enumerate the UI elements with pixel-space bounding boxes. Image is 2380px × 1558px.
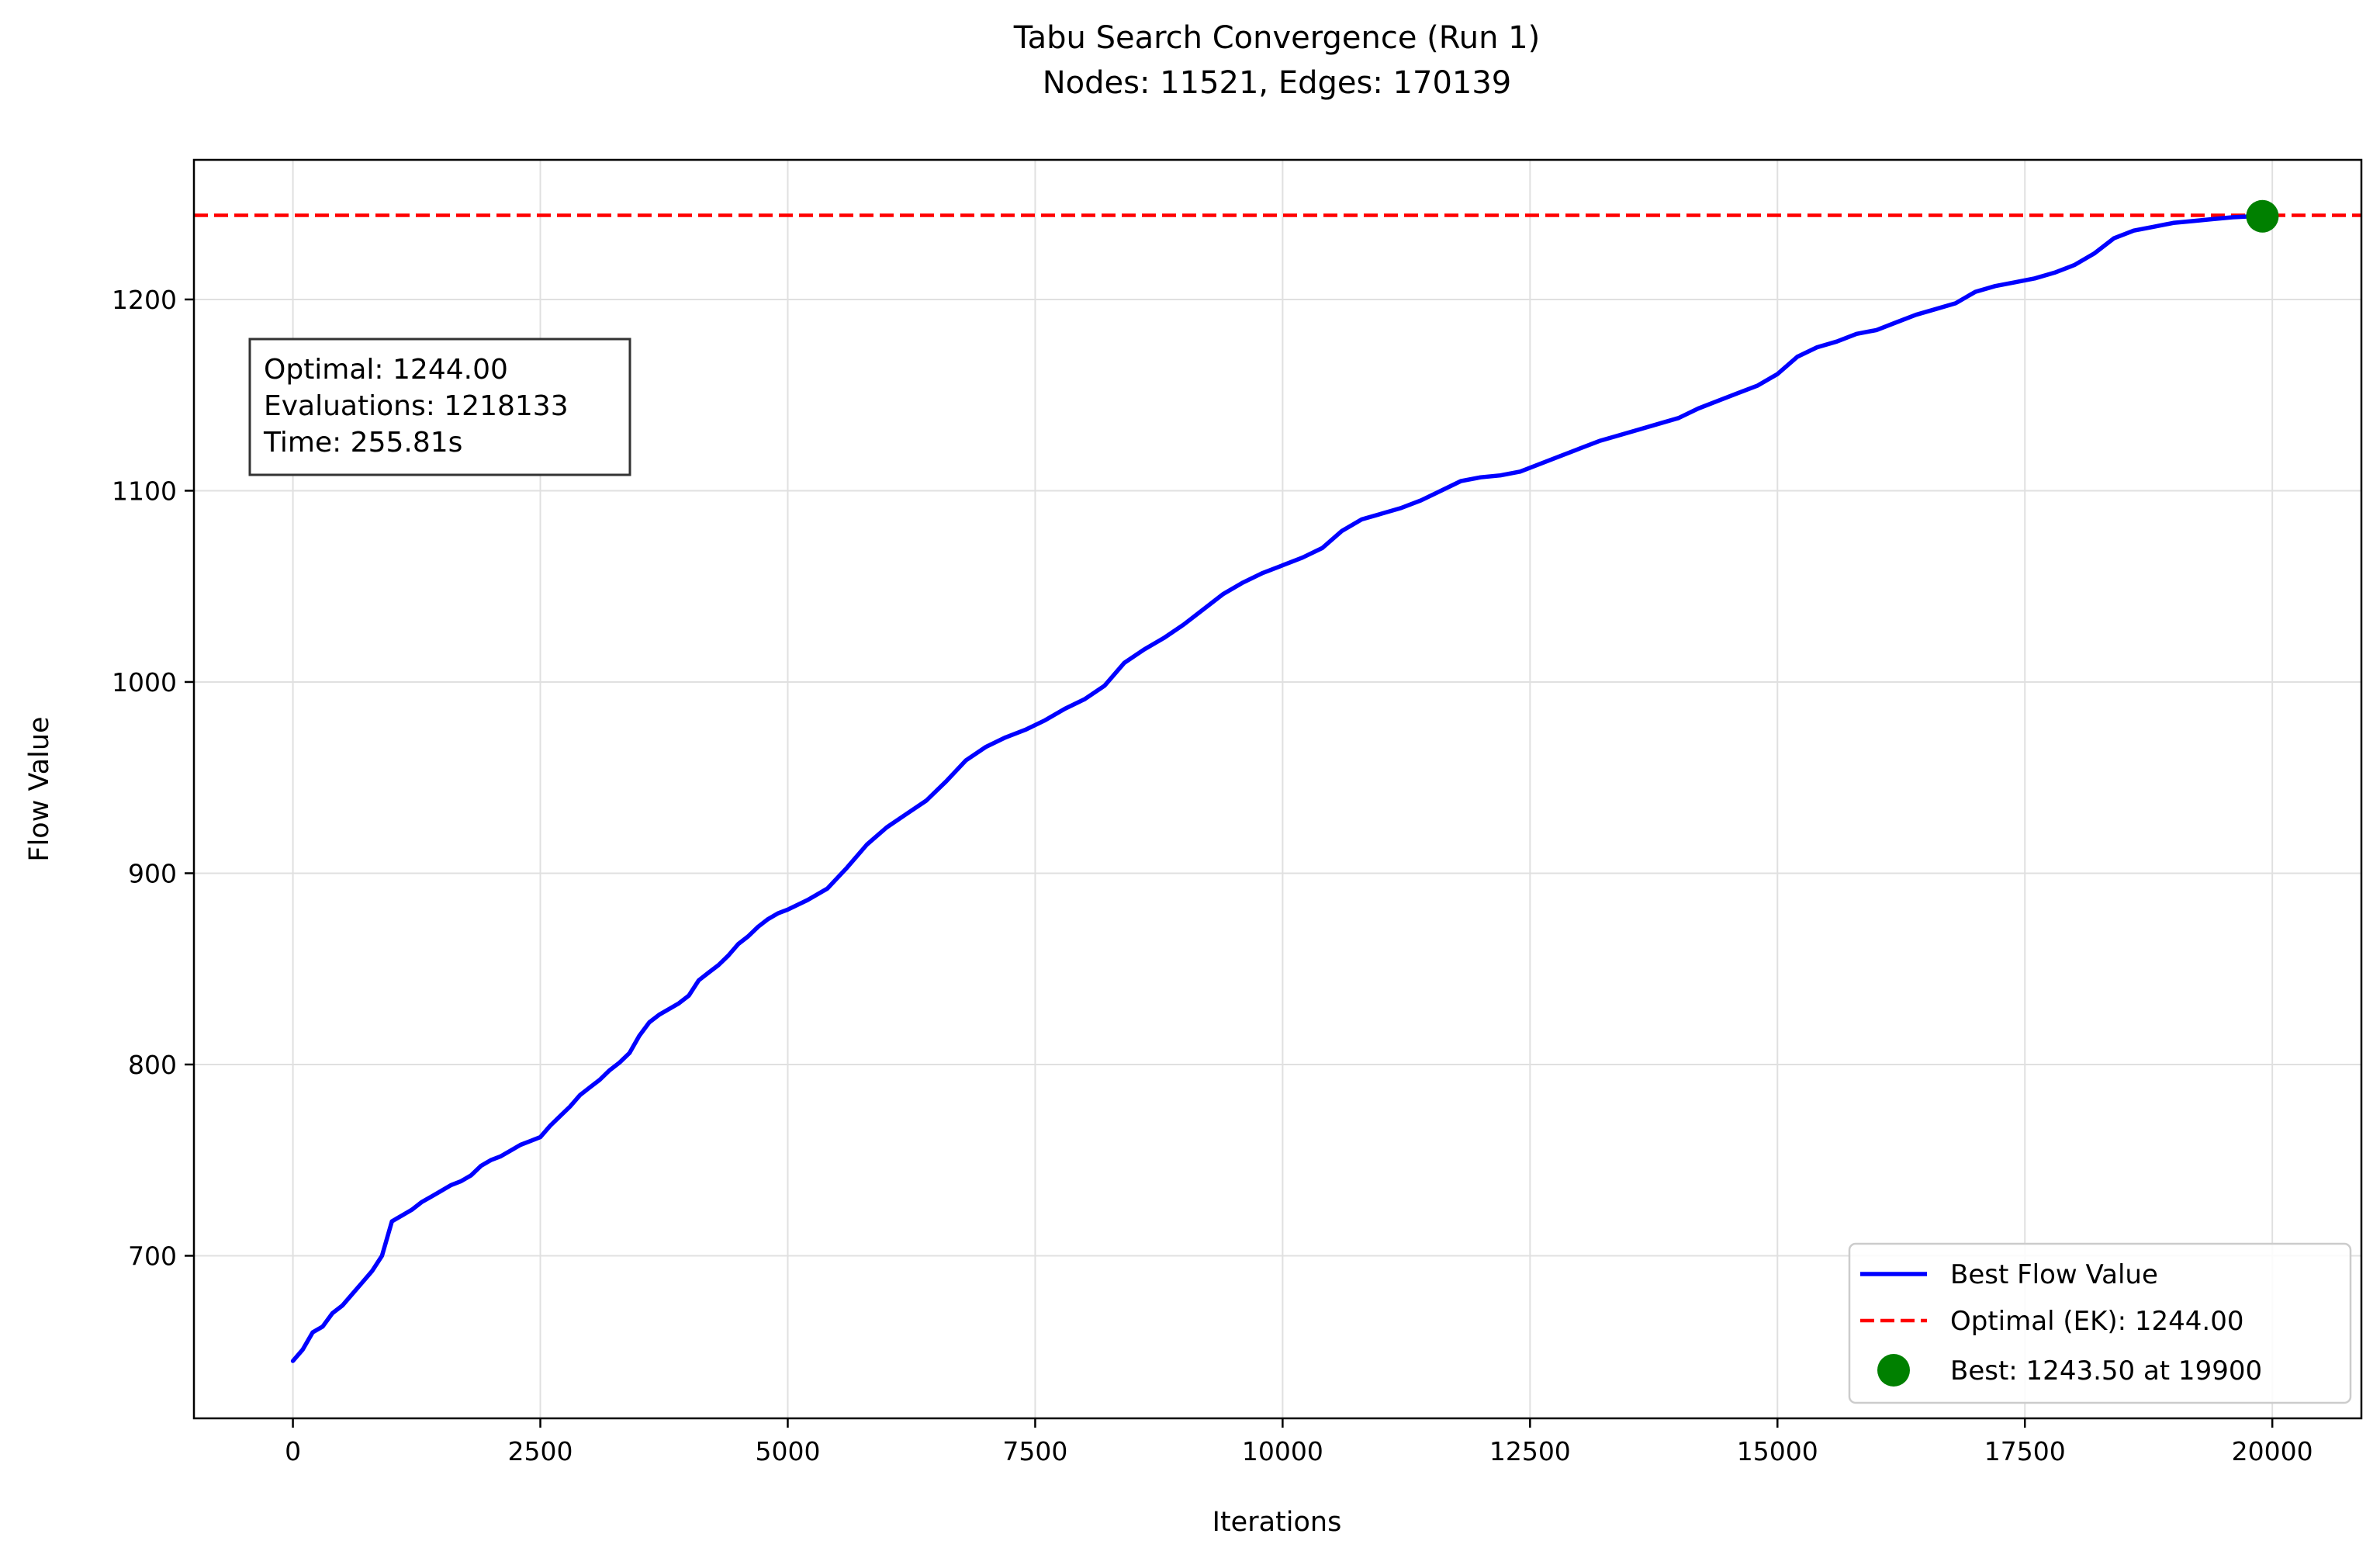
x-tick-label: 7500 [1002,1436,1067,1466]
x-tick-label: 10000 [1242,1436,1323,1466]
y-axis-ticks: 700 800 900 1000 1100 1200 [112,285,194,1271]
legend-frame [1848,1242,2352,1404]
x-tick-label: 2500 [508,1436,573,1466]
y-axis-label: Flow Value [24,716,55,861]
x-tick-label: 17500 [1984,1436,2066,1466]
plot-frame [192,158,2363,1420]
info-evaluations: Evaluations: 1218133 [264,390,569,422]
x-tick-label: 15000 [1737,1436,1818,1466]
y-tick-label: 1100 [112,476,177,506]
x-tick-label: 12500 [1489,1436,1571,1466]
best-flow-series-line [290,213,2265,1363]
best-point-markers [2246,199,2279,233]
x-tick-label: 20000 [2232,1436,2313,1466]
legend: Best Flow Value Optimal (EK): 1244.00 Be… [1848,1242,2352,1404]
legend-label-best-point: Best: 1243.50 at 19900 [1950,1355,2262,1387]
y-tick-label: 800 [128,1050,177,1080]
info-optimal: Optimal: 1244.00 [264,354,508,386]
legend-label-optimal: Optimal (EK): 1244.00 [1950,1306,2244,1337]
x-axis-label: Iterations [1212,1507,1342,1538]
best-point-marker [2246,199,2279,233]
info-time: Time: 255.81s [263,427,462,459]
legend-swatch-best-point [1877,1354,1910,1387]
y-tick-label: 700 [128,1241,177,1271]
legend-label-best-flow: Best Flow Value [1950,1259,2158,1290]
x-tick-label: 0 [285,1436,301,1466]
x-tick-label: 5000 [755,1436,820,1466]
y-tick-label: 900 [128,858,177,888]
grid [194,160,2361,1418]
y-tick-label: 1000 [112,667,177,698]
x-axis-ticks: 0 2500 5000 7500 10000 12500 15000 17500 20000 [285,1418,2313,1466]
chart-title: Tabu Search Convergence (Run 1) [1013,20,1540,56]
chart-subtitle: Nodes: 11521, Edges: 170139 [1043,65,1512,101]
info-box: Optimal: 1244.00 Evaluations: 1218133 Ti… [248,338,631,476]
info-box-frame [248,338,631,476]
y-tick-label: 1200 [112,285,177,315]
